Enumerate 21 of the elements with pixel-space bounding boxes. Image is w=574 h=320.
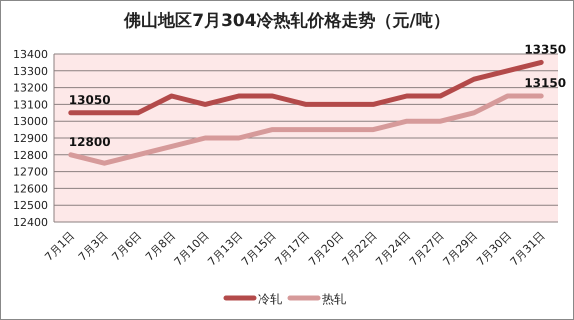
- y-tick-label: 12700: [13, 166, 48, 179]
- x-tick-label: 7月1日: [42, 228, 77, 264]
- y-tick-label: 13400: [13, 48, 48, 61]
- data-label: 13150: [524, 76, 566, 90]
- data-label: 13050: [68, 92, 111, 107]
- y-tick-label: 13000: [13, 115, 48, 128]
- data-label: 13350: [524, 42, 566, 56]
- y-tick-label: 12400: [13, 216, 48, 229]
- y-tick-label: 13300: [13, 64, 48, 78]
- y-tick-label: 13100: [13, 98, 48, 112]
- legend-label: 热轧: [322, 292, 346, 306]
- y-tick-label: 13200: [13, 82, 48, 95]
- y-tick-label: 12600: [13, 182, 48, 196]
- x-tick-label: 7月3日: [76, 228, 111, 264]
- chart-title: 佛山地区7月304冷热轧价格走势（元/吨）: [123, 11, 450, 31]
- data-label: 12800: [68, 134, 111, 149]
- y-tick-label: 12500: [13, 199, 48, 212]
- y-tick-label: 12900: [13, 132, 48, 145]
- legend-label: 冷轧: [258, 292, 282, 306]
- y-tick-label: 12800: [13, 148, 48, 162]
- x-tick-label: 7月6日: [109, 228, 144, 264]
